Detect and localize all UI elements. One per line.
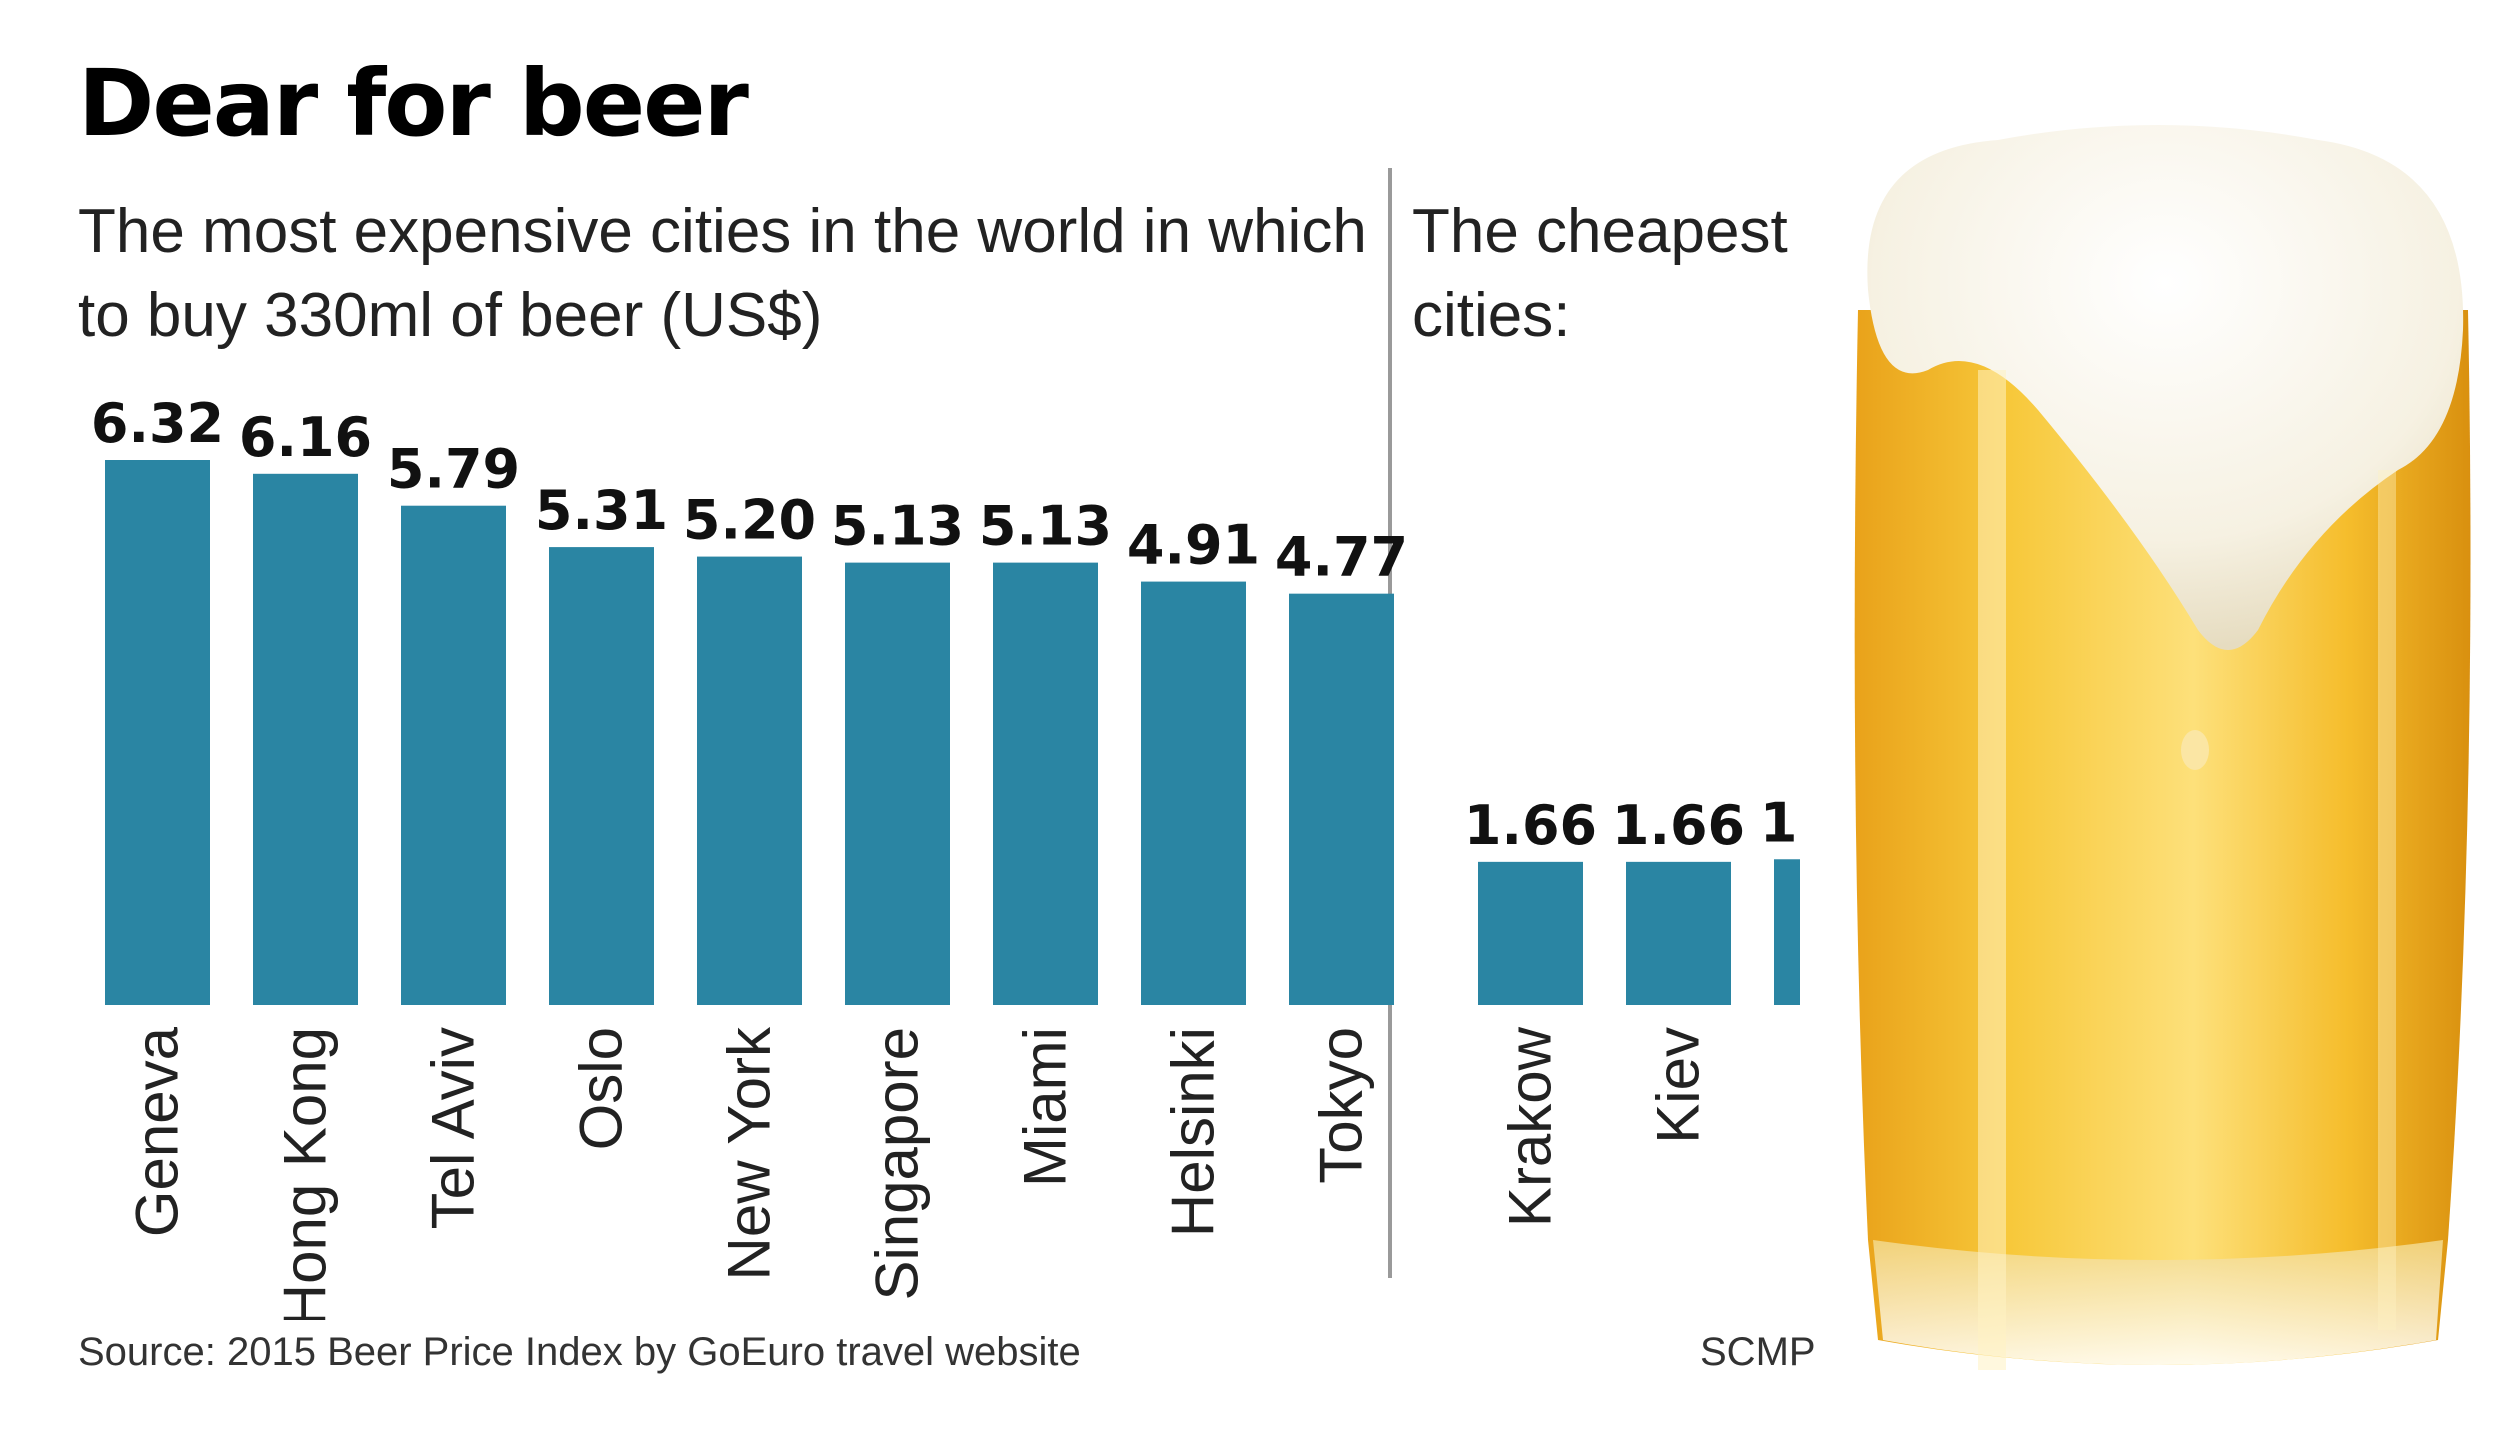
value-label: 5.13	[831, 495, 964, 558]
category-label: Tel Aviv	[420, 1027, 487, 1229]
category-label: Miami	[1012, 1027, 1079, 1187]
beer-mug-image	[1854, 125, 2471, 1370]
category-label: Kiev	[1645, 1027, 1712, 1144]
bar-tel-aviv	[401, 505, 506, 1005]
source-note: Source: 2015 Beer Price Index by GoEuro …	[78, 1330, 1081, 1374]
category-label: Helsinki	[1160, 1027, 1227, 1237]
bar-kiev	[1626, 861, 1731, 1005]
value-label: 6.16	[239, 406, 372, 469]
cheapest-subtitle: The cheapest cities:	[1412, 190, 1788, 358]
category-label: New York	[716, 1026, 783, 1280]
value-label: 1.66	[1612, 794, 1745, 857]
expensive-subtitle: The most expensive cities in the world i…	[78, 190, 1378, 358]
cheapest-subtitle-line-1: The cheapest	[1412, 197, 1788, 266]
cheapest-subtitle-line-2: cities:	[1412, 281, 1571, 350]
bar-hong-kong	[253, 473, 358, 1005]
category-label: Tokyo	[1308, 1027, 1375, 1184]
value-label: 5.20	[683, 489, 816, 552]
category-label: Hong Kong	[272, 1027, 339, 1320]
category-label: Singapore	[864, 1027, 931, 1301]
value-label: 6.32	[91, 392, 224, 455]
bar-miami	[993, 562, 1098, 1005]
expensive-subtitle-line-1: The most expensive cities in the world i…	[78, 197, 1367, 266]
chart-title: Dear for beer	[78, 50, 749, 157]
value-label: 5.79	[387, 438, 520, 501]
value-label: 4.77	[1275, 526, 1408, 589]
value-label: 4.91	[1127, 514, 1260, 577]
bar-helsinki	[1141, 581, 1246, 1005]
bar-chart: 6.32 Geneva 6.16 Hong Kong 5.79 Tel Aviv 5.31 O…	[91, 392, 1801, 1320]
expensive-subtitle-line-2: to buy 330ml of beer (US$)	[78, 281, 823, 350]
credit-label: SCMP	[1700, 1330, 1816, 1374]
bar-bratislava	[1774, 859, 1800, 1005]
bar-krakow	[1478, 861, 1583, 1005]
value-label: 5.31	[535, 479, 668, 542]
value-label: 5.13	[979, 495, 1112, 558]
bar-geneva	[105, 460, 210, 1005]
category-label: Bratislava	[1793, 1026, 1801, 1290]
bar-tokyo	[1289, 593, 1394, 1005]
category-label: Geneva	[124, 1026, 191, 1237]
bar-oslo	[549, 547, 654, 1005]
category-label: Krakow	[1497, 1026, 1564, 1227]
bar-new-york	[697, 556, 802, 1005]
category-label: Oslo	[568, 1027, 635, 1150]
value-label: 1.69	[1760, 791, 1800, 854]
value-label: 1.66	[1464, 794, 1597, 857]
bar-singapore	[845, 562, 950, 1005]
